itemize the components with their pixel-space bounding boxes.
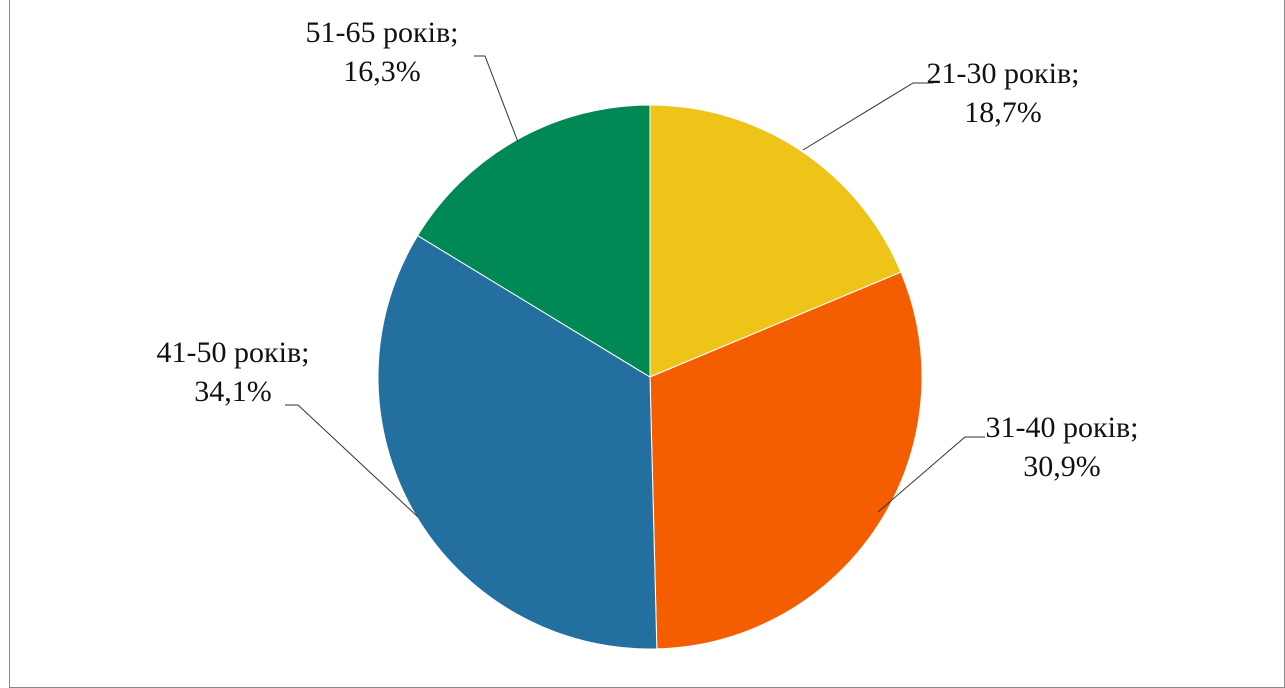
slice-category-label: 21-30 років; bbox=[927, 57, 1080, 90]
slice-percent-label: 34,1% bbox=[194, 375, 272, 408]
pie-slice-21-30 bbox=[649, 104, 902, 378]
slice-category-label: 41-50 років; bbox=[157, 336, 310, 369]
slice-category-label: 31-40 років; bbox=[986, 411, 1139, 444]
pie-slice-31-40 bbox=[649, 271, 923, 650]
slice-percent-label: 18,7% bbox=[964, 96, 1042, 129]
leader-line-21-30 bbox=[802, 82, 933, 151]
data-labels: 21-30 років; 18,7% 31-40 років; 30,9% 41-50 … bbox=[157, 16, 1139, 483]
leader-line-41-50 bbox=[285, 404, 419, 518]
slices-layer bbox=[377, 104, 923, 650]
leader-lines bbox=[285, 55, 985, 518]
slice-percent-label: 30,9% bbox=[1023, 450, 1101, 483]
slice-percent-label: 16,3% bbox=[343, 55, 421, 88]
slice-category-label: 51-65 років; bbox=[306, 16, 459, 49]
leader-line-31-40 bbox=[877, 436, 985, 513]
leader-line-51-65 bbox=[474, 55, 519, 143]
